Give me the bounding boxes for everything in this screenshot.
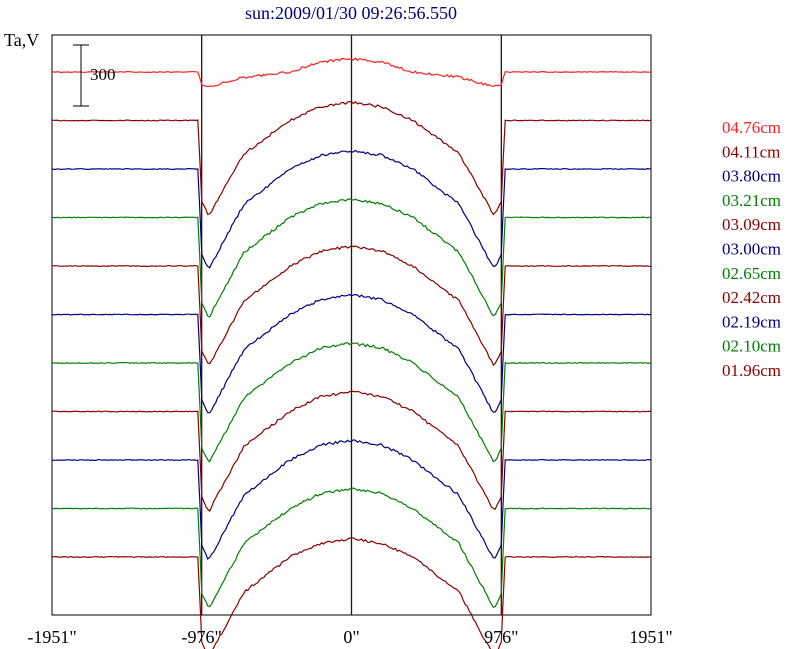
legend-item: 04.76cm bbox=[722, 118, 781, 137]
x-tick-label: -1951" bbox=[27, 627, 76, 647]
series-line-03.00cm bbox=[51, 293, 652, 414]
series-line-02.65cm bbox=[51, 342, 652, 463]
series-line-04.11cm bbox=[51, 100, 652, 216]
scale-bar: 300 bbox=[73, 44, 116, 107]
series-lines bbox=[51, 57, 652, 649]
series-line-02.10cm bbox=[51, 487, 652, 609]
series-line-03.21cm bbox=[51, 198, 651, 318]
x-tick-label: -976" bbox=[182, 627, 222, 647]
legend-item: 02.42cm bbox=[722, 288, 781, 307]
x-tick-labels: -1951" -976" 0" 976" 1951" bbox=[27, 627, 672, 647]
series-line-03.09cm bbox=[52, 245, 652, 367]
legend-item: 04.11cm bbox=[722, 142, 780, 161]
legend-item: 03.80cm bbox=[722, 167, 781, 186]
legend-item: 01.96cm bbox=[722, 361, 781, 380]
x-tick-label: 1951" bbox=[629, 627, 672, 647]
series-line-02.42cm bbox=[51, 390, 652, 512]
reference-lines bbox=[201, 35, 502, 615]
legend-item: 02.10cm bbox=[722, 337, 781, 356]
series-line-01.96cm bbox=[51, 537, 652, 649]
legend: 04.76cm 04.11cm 03.80cm 03.21cm 03.09cm 03.00… bbox=[722, 118, 781, 380]
legend-item: 02.19cm bbox=[722, 312, 781, 331]
scale-bar-label: 300 bbox=[90, 65, 116, 84]
x-tick-label: 976" bbox=[484, 627, 518, 647]
legend-item: 03.21cm bbox=[722, 191, 781, 210]
series-line-03.80cm bbox=[51, 149, 652, 269]
legend-item: 03.00cm bbox=[722, 240, 781, 259]
series-line-04.76cm bbox=[51, 57, 652, 88]
x-tick-label: 0" bbox=[343, 627, 359, 647]
legend-item: 02.65cm bbox=[722, 264, 781, 283]
legend-item: 03.09cm bbox=[722, 215, 781, 234]
y-axis-label: Ta,V bbox=[4, 30, 39, 50]
chart-title: sun:2009/01/30 09:26:56.550 bbox=[245, 3, 457, 23]
series-line-02.19cm bbox=[51, 439, 652, 560]
